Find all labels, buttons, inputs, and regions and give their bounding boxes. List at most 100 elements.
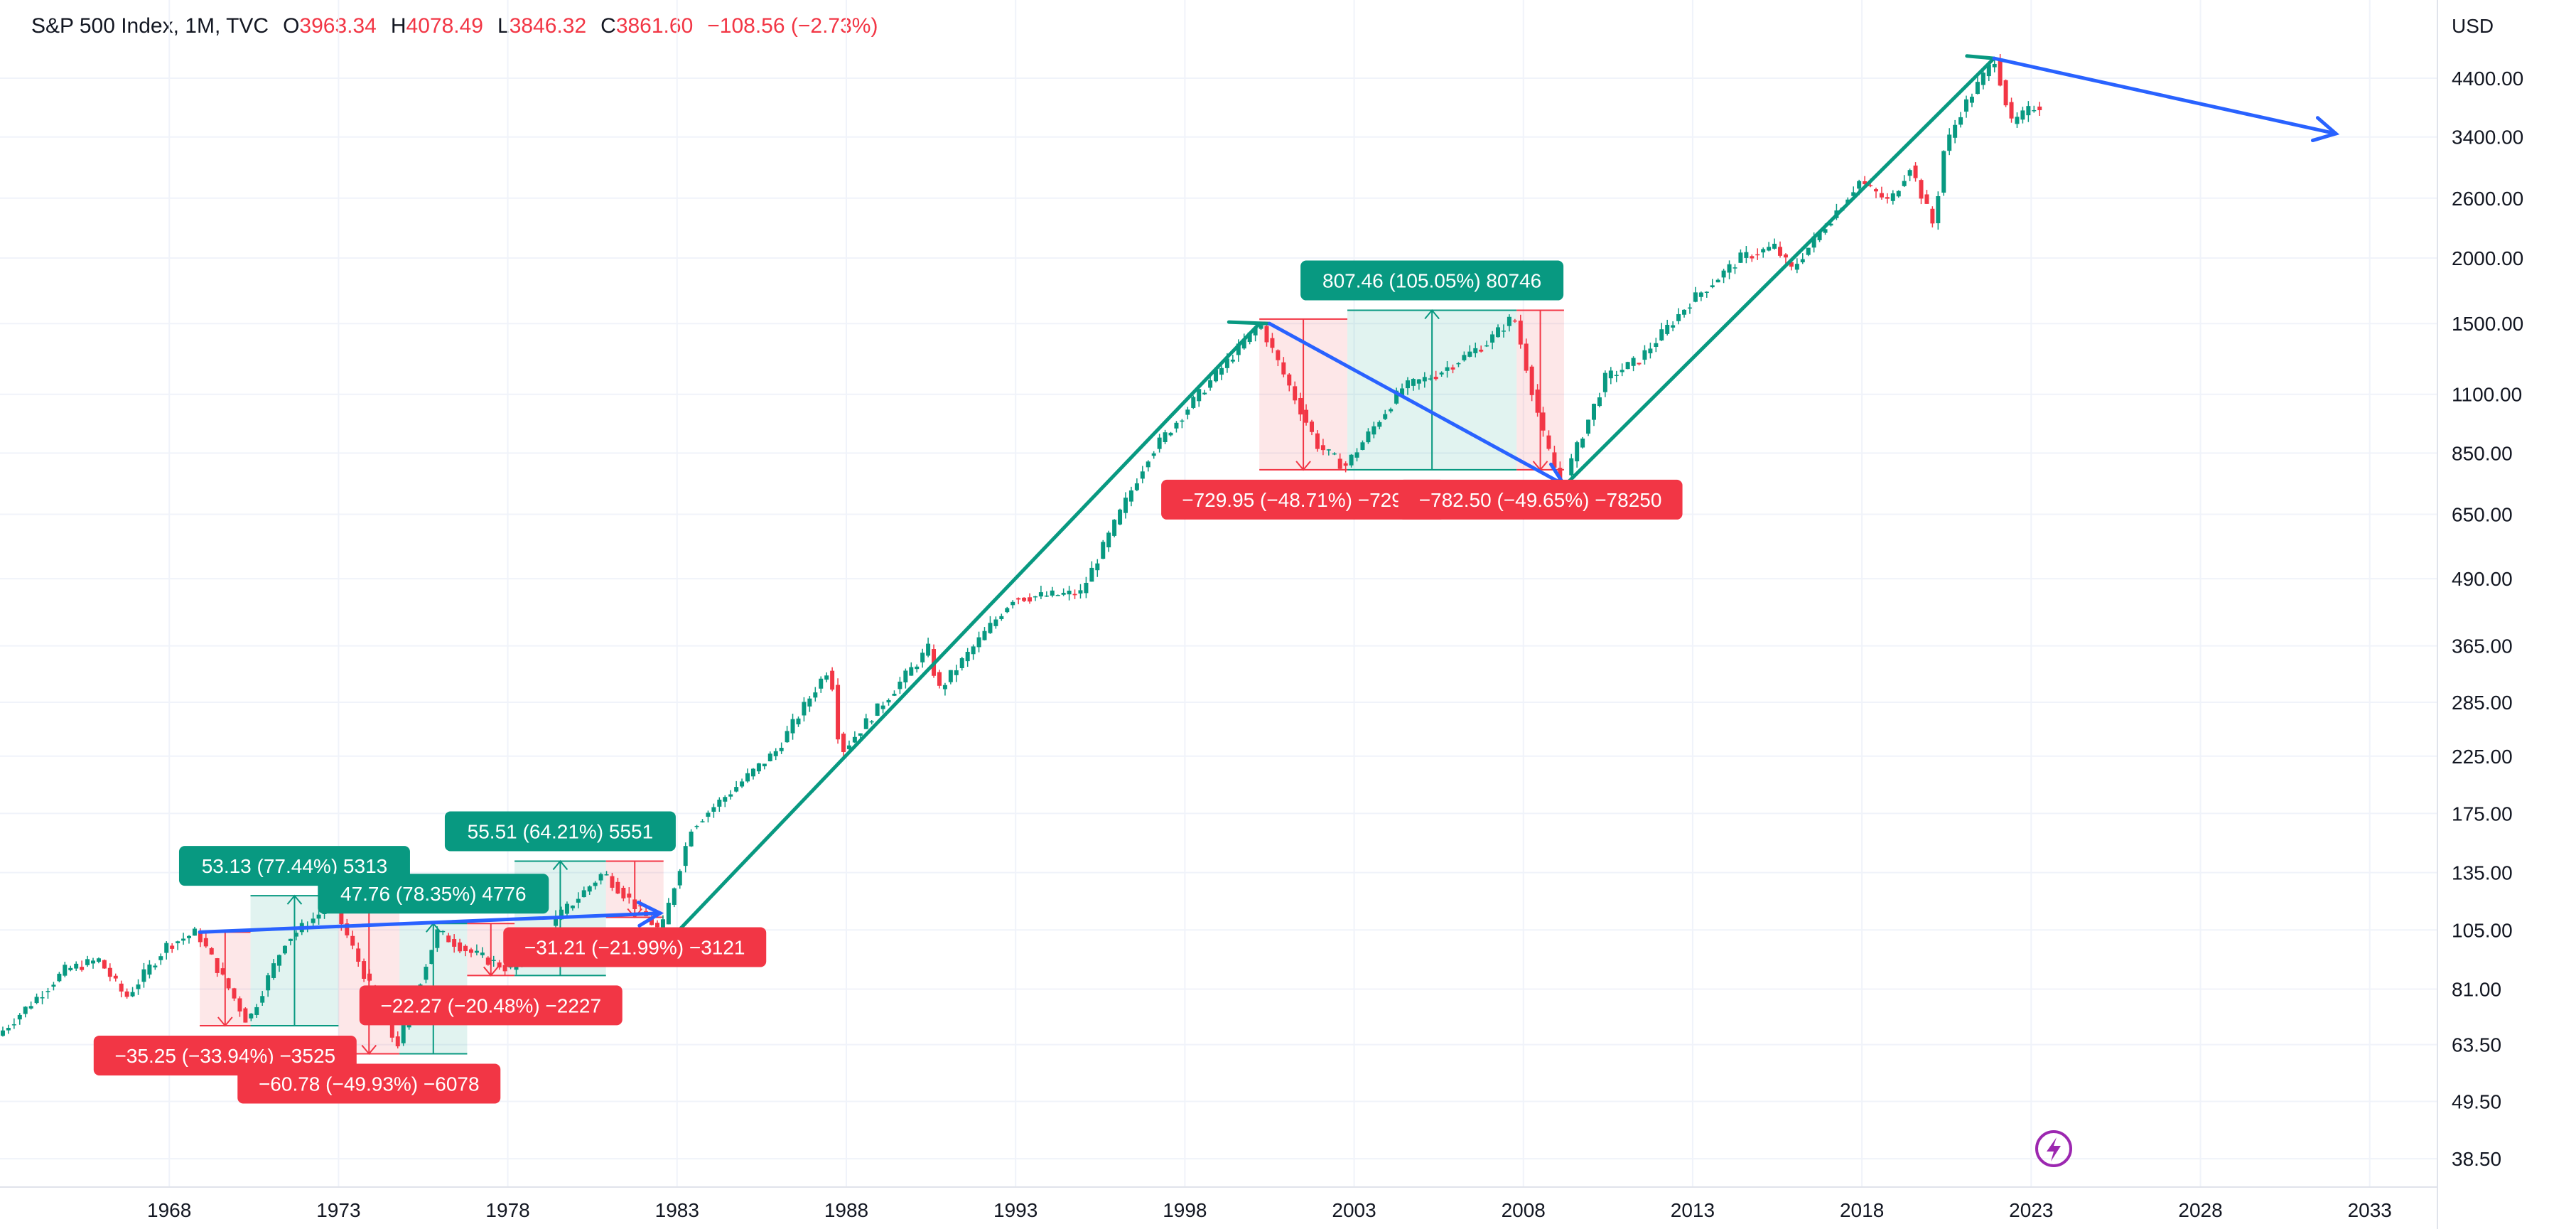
- candle-body: [1112, 520, 1117, 536]
- y-tick-label: 490.00: [2452, 568, 2513, 590]
- candle-body: [723, 797, 728, 802]
- candle-body: [1857, 181, 1862, 189]
- price-axis[interactable]: USD 4400.00 3400.00 2600.00 2000.00 1500.00 1…: [2437, 0, 2523, 1229]
- candle-body: [830, 670, 835, 690]
- candle-body: [288, 938, 293, 941]
- candle-body: [1659, 329, 1664, 340]
- candle-body: [1727, 264, 1732, 273]
- candle-body: [1507, 316, 1511, 326]
- candle-body: [767, 753, 772, 761]
- candle-body: [1208, 380, 1213, 388]
- candle-body: [976, 637, 981, 648]
- candle-body: [124, 991, 129, 997]
- x-tick-label: 2018: [1840, 1199, 1884, 1221]
- candle-body: [1868, 185, 1873, 187]
- candle-body: [181, 938, 186, 941]
- badge[interactable]: [2035, 1130, 2072, 1167]
- measure-arrowhead: [1424, 308, 1440, 320]
- candle-body: [1811, 236, 1816, 248]
- candle-body: [209, 948, 214, 955]
- candle-body: [1016, 598, 1021, 600]
- y-tick-label: 650.00: [2452, 503, 2513, 525]
- candle-body: [1394, 390, 1399, 404]
- candle-body: [2026, 106, 2031, 116]
- measure-boxes[interactable]: [200, 308, 1564, 1056]
- y-tick-label: 38.50: [2452, 1148, 2501, 1170]
- candle-body: [1389, 409, 1394, 412]
- candle-body: [813, 692, 818, 698]
- candle-body: [1084, 582, 1089, 594]
- low-label: L: [497, 14, 510, 38]
- candle-body: [2015, 117, 2020, 124]
- candle-body: [1682, 309, 1687, 315]
- lightning-icon[interactable]: [2035, 1130, 2072, 1167]
- candle-body: [237, 998, 242, 1011]
- trendline: [198, 911, 662, 934]
- candle-body: [2032, 109, 2037, 112]
- trendline: [675, 321, 1261, 934]
- measure-arrowhead: [627, 908, 642, 919]
- candle-body: [45, 991, 50, 992]
- currency-label: USD: [2452, 15, 2494, 37]
- candle-body: [1947, 134, 1952, 151]
- candle-body: [638, 905, 643, 907]
- x-tick-label: 1998: [1163, 1199, 1207, 1221]
- measure-label-box: [237, 1063, 501, 1104]
- candle-body: [756, 763, 761, 772]
- candle-body: [316, 914, 321, 919]
- y-tick-label: 2600.00: [2452, 188, 2523, 210]
- candle-body: [85, 959, 90, 965]
- candle-body: [993, 619, 998, 626]
- candle-body: [1151, 453, 1156, 456]
- candle-body: [1180, 420, 1185, 422]
- measure-label: −60.78 (−49.93%) −6078: [259, 1073, 480, 1095]
- trendlines[interactable]: [198, 54, 2340, 934]
- candle-body: [446, 935, 451, 943]
- candle-body: [74, 963, 79, 969]
- candle-body: [598, 874, 603, 881]
- candle-body: [762, 763, 767, 767]
- x-tick-label: 2003: [1332, 1199, 1376, 1221]
- candle-body: [1625, 362, 1630, 370]
- candle-body: [700, 821, 705, 822]
- change-value: −108.56 (−2.73%): [707, 14, 878, 38]
- measure-arrowhead: [286, 894, 303, 905]
- candle-body: [1744, 252, 1749, 258]
- candle-body: [1885, 197, 1890, 199]
- candle-body: [1146, 461, 1150, 468]
- x-tick-label: 1978: [485, 1199, 529, 1221]
- candle-body: [576, 898, 581, 903]
- candle-body: [610, 876, 615, 888]
- trendline: [1267, 321, 1566, 487]
- candle-body: [1005, 608, 1010, 613]
- candle-body: [1360, 442, 1365, 450]
- candle-body: [1687, 307, 1692, 309]
- candle-body: [1750, 256, 1755, 259]
- candle-body: [107, 967, 112, 977]
- candle-body: [1501, 331, 1506, 332]
- candle-body: [554, 916, 559, 926]
- candle-body: [1236, 343, 1241, 355]
- candle-body: [1586, 419, 1591, 434]
- candle-body: [593, 882, 598, 886]
- candle-body: [1315, 433, 1320, 449]
- close-label: C: [600, 14, 616, 38]
- candle-body: [1490, 334, 1495, 343]
- measure-arrowhead: [552, 859, 568, 871]
- candle-body: [1467, 351, 1472, 357]
- candle-body: [96, 958, 101, 962]
- time-axis[interactable]: 1968 1973 1978 1983 1988 1993 1998 2003 2008 2013…: [0, 1186, 2437, 1221]
- candle-body: [1253, 328, 1258, 336]
- candle-body: [186, 935, 191, 938]
- candle-body: [1241, 340, 1246, 349]
- candle-body: [1518, 321, 1523, 345]
- candle-body: [1575, 442, 1580, 462]
- candle-body: [1772, 243, 1777, 249]
- candle-body: [1230, 359, 1235, 362]
- candle-body: [1298, 397, 1303, 415]
- candle-body: [1224, 358, 1229, 368]
- candle-body: [1496, 327, 1501, 338]
- candle-body: [1896, 190, 1901, 197]
- candle-body: [1479, 349, 1484, 352]
